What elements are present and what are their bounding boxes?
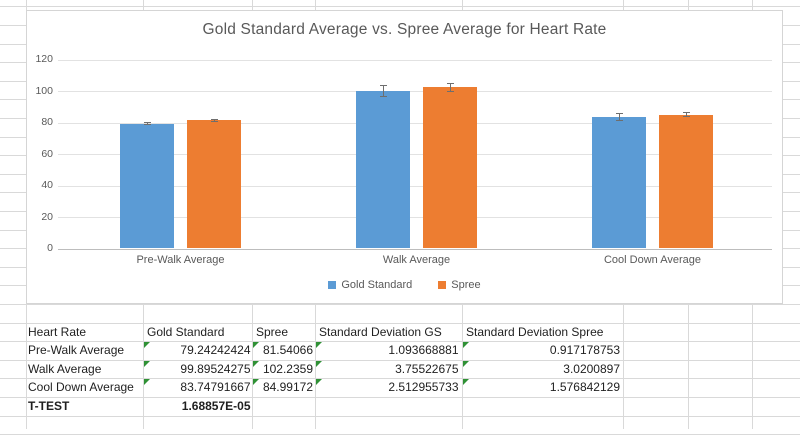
y-axis-tick-label: 0 xyxy=(47,242,53,254)
cell-error-flag-icon xyxy=(463,360,469,367)
legend-item-spree[interactable]: Spree xyxy=(438,279,481,291)
cell-error-flag-icon xyxy=(463,342,469,349)
table-header-cell[interactable]: Standard Deviation GS xyxy=(319,324,442,339)
error-bar-cap-bottom xyxy=(210,120,218,122)
legend-item-gold-standard[interactable]: Gold Standard xyxy=(328,279,412,291)
error-bar xyxy=(446,82,454,93)
error-bar-cap-bottom xyxy=(615,119,623,121)
bar-spree[interactable] xyxy=(659,114,713,249)
chart[interactable]: Gold Standard Average vs. Spree Average … xyxy=(26,10,783,304)
sheet-gridline-horizontal xyxy=(0,341,800,343)
cell-error-flag-icon xyxy=(316,342,322,349)
error-bar-cap-bottom xyxy=(446,91,454,93)
sheet-gridline-horizontal xyxy=(0,396,800,398)
legend-swatch-icon xyxy=(438,281,447,289)
chart-gridline xyxy=(58,122,772,124)
error-bar-cap-top xyxy=(143,121,151,123)
error-bar-line xyxy=(382,85,384,98)
bar-spree[interactable] xyxy=(187,120,241,249)
error-bar xyxy=(615,112,623,121)
sheet-gridline-horizontal xyxy=(0,415,800,417)
y-axis-tick-label: 120 xyxy=(35,53,53,65)
error-bar xyxy=(210,118,218,122)
error-bar xyxy=(379,85,387,98)
sheet-gridline-horizontal xyxy=(0,378,800,380)
table-row-label[interactable]: Pre-Walk Average xyxy=(28,343,125,358)
error-bar xyxy=(143,121,151,126)
error-bar-cap-top xyxy=(615,112,623,114)
sheet-gridline-horizontal xyxy=(0,359,800,361)
table-header-cell[interactable]: Standard Deviation Spree xyxy=(466,324,604,339)
error-bar-line xyxy=(449,82,451,93)
bar-gold-standard[interactable] xyxy=(356,91,410,249)
bar-spree[interactable] xyxy=(423,87,477,249)
table-value-cell[interactable]: 2.512955733 xyxy=(388,380,459,395)
chart-gridline xyxy=(58,217,772,218)
cell-error-flag-icon xyxy=(253,379,259,386)
cell-error-flag-icon xyxy=(463,379,469,386)
table-row-label[interactable]: T-TEST xyxy=(28,398,70,413)
table-value-cell[interactable]: 81.54066 xyxy=(262,343,313,358)
y-axis-tick-label: 80 xyxy=(41,116,53,128)
table-header-cell[interactable]: Spree xyxy=(256,324,289,339)
table-header-cell[interactable]: Gold Standard xyxy=(147,324,225,339)
error-bar-line xyxy=(685,112,687,118)
y-axis-tick-label: 60 xyxy=(41,147,53,160)
cell-error-flag-icon xyxy=(316,379,322,386)
x-axis-category-label: Cool Down Average xyxy=(603,254,702,266)
error-bar-cap-bottom xyxy=(682,116,690,118)
chart-gridline xyxy=(58,154,772,155)
error-bar-cap-bottom xyxy=(143,124,151,126)
table-row-label[interactable]: Walk Average xyxy=(28,361,102,376)
chart-gridline xyxy=(58,248,772,250)
sheet-gridline-horizontal xyxy=(0,322,800,324)
x-axis-category-label: Pre-Walk Average xyxy=(136,254,225,266)
error-bar-line xyxy=(213,118,215,122)
chart-legend[interactable]: Gold Standard Spree xyxy=(27,279,782,291)
chart-gridline xyxy=(58,185,772,187)
chart-title[interactable]: Gold Standard Average vs. Spree Average … xyxy=(202,21,607,38)
cell-error-flag-icon xyxy=(316,360,322,367)
error-bar-line xyxy=(146,121,148,126)
cell-error-flag-icon xyxy=(253,360,259,367)
chart-gridline xyxy=(58,59,772,61)
table-value-cell[interactable]: 79.24242424 xyxy=(180,343,251,358)
table-value-cell[interactable]: 3.75522675 xyxy=(395,361,459,376)
sheet-gridline-horizontal xyxy=(0,303,800,305)
bar-gold-standard[interactable] xyxy=(592,116,646,249)
table-value-cell[interactable]: 1.576842129 xyxy=(549,380,620,395)
table-header-cell[interactable]: Heart Rate xyxy=(28,324,87,339)
error-bar-cap-top xyxy=(682,112,690,114)
table-value-cell[interactable]: 1.093668881 xyxy=(388,343,459,358)
table-value-cell[interactable]: 1.68857E-05 xyxy=(181,398,251,413)
legend-swatch-icon xyxy=(328,281,337,289)
error-bar-cap-bottom xyxy=(379,96,387,98)
chart-gridline xyxy=(58,91,772,92)
table-value-cell[interactable]: 83.74791667 xyxy=(180,380,251,395)
y-axis-tick-label: 20 xyxy=(41,210,53,223)
table-value-cell[interactable]: 84.99172 xyxy=(262,380,313,395)
y-axis-tick-label: 40 xyxy=(41,179,53,191)
bar-gold-standard[interactable] xyxy=(120,123,174,249)
table-value-cell[interactable]: 0.917178753 xyxy=(549,343,620,358)
x-axis-category-label: Walk Average xyxy=(382,254,451,266)
cell-error-flag-icon xyxy=(253,342,259,349)
cell-error-flag-icon xyxy=(144,342,150,349)
error-bar-line xyxy=(618,112,620,121)
legend-label: Gold Standard xyxy=(341,279,413,291)
error-bar xyxy=(682,112,690,118)
table-value-cell[interactable]: 102.2359 xyxy=(262,361,313,376)
cell-error-flag-icon xyxy=(144,379,150,386)
error-bar-cap-top xyxy=(446,82,454,84)
table-value-cell[interactable]: 3.0200897 xyxy=(563,361,620,376)
cell-error-flag-icon xyxy=(144,360,150,367)
table-row-label[interactable]: Cool Down Average xyxy=(28,380,134,395)
legend-label: Spree xyxy=(451,279,481,291)
y-axis-tick-label: 100 xyxy=(35,84,53,97)
error-bar-cap-top xyxy=(210,118,218,120)
table-value-cell[interactable]: 99.89524275 xyxy=(180,361,251,376)
sheet-gridline-horizontal xyxy=(0,6,800,8)
error-bar-cap-top xyxy=(379,85,387,87)
